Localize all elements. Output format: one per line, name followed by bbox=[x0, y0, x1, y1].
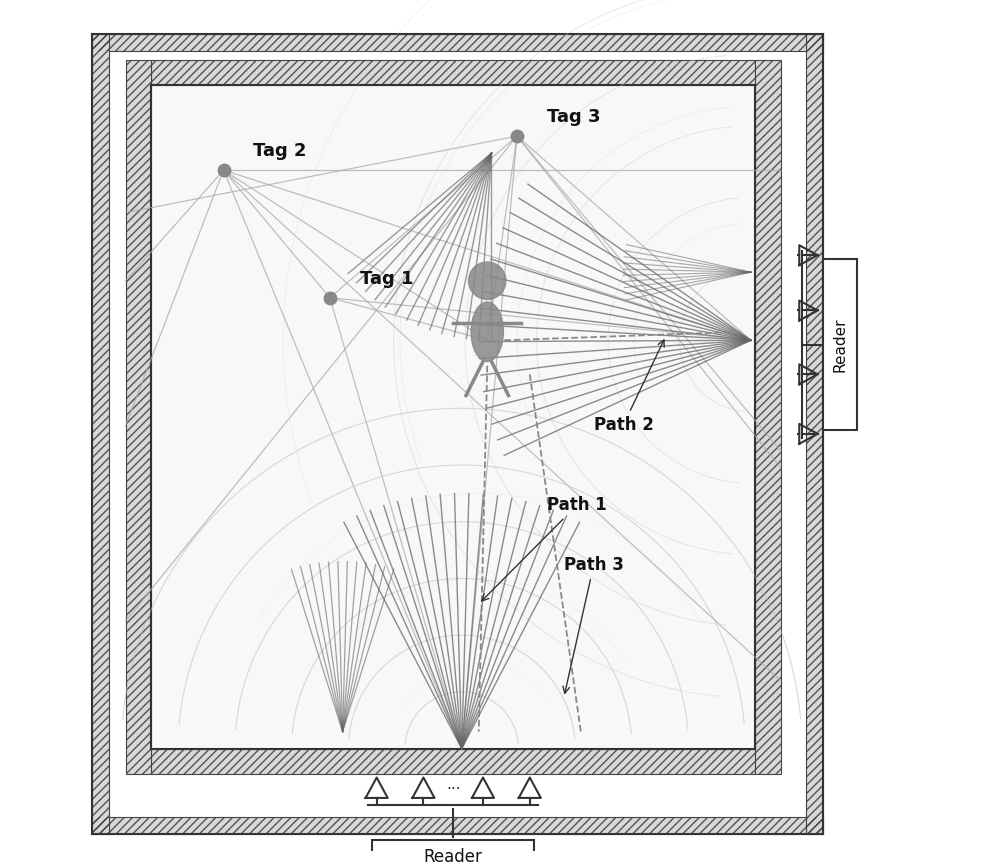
Bar bbox=[755, 60, 781, 774]
Text: Tag 2: Tag 2 bbox=[253, 142, 307, 160]
Bar bbox=[151, 60, 755, 85]
Bar bbox=[151, 748, 755, 774]
Text: Path 2: Path 2 bbox=[594, 340, 664, 433]
Text: Reader: Reader bbox=[833, 317, 848, 372]
Bar bbox=[806, 34, 823, 834]
Bar bbox=[92, 34, 109, 834]
Bar bbox=[755, 60, 781, 774]
Text: ...: ... bbox=[801, 336, 815, 349]
Circle shape bbox=[469, 262, 506, 299]
Text: Reader: Reader bbox=[424, 849, 483, 865]
Bar bbox=[372, 840, 534, 865]
Bar bbox=[151, 60, 755, 85]
Bar bbox=[823, 260, 857, 430]
Bar bbox=[92, 34, 109, 834]
Text: Path 1: Path 1 bbox=[482, 497, 607, 601]
Text: ...: ... bbox=[446, 778, 461, 792]
Ellipse shape bbox=[471, 302, 503, 362]
Text: Tag 3: Tag 3 bbox=[547, 108, 600, 126]
Text: Tag 1: Tag 1 bbox=[360, 270, 413, 287]
Bar bbox=[92, 34, 823, 51]
Bar bbox=[126, 60, 151, 774]
Bar bbox=[92, 817, 823, 834]
Bar bbox=[92, 34, 823, 51]
Bar bbox=[92, 817, 823, 834]
Bar bbox=[151, 85, 755, 748]
Bar bbox=[126, 60, 151, 774]
Bar bbox=[151, 748, 755, 774]
Text: Path 3: Path 3 bbox=[563, 556, 624, 694]
Bar bbox=[806, 34, 823, 834]
